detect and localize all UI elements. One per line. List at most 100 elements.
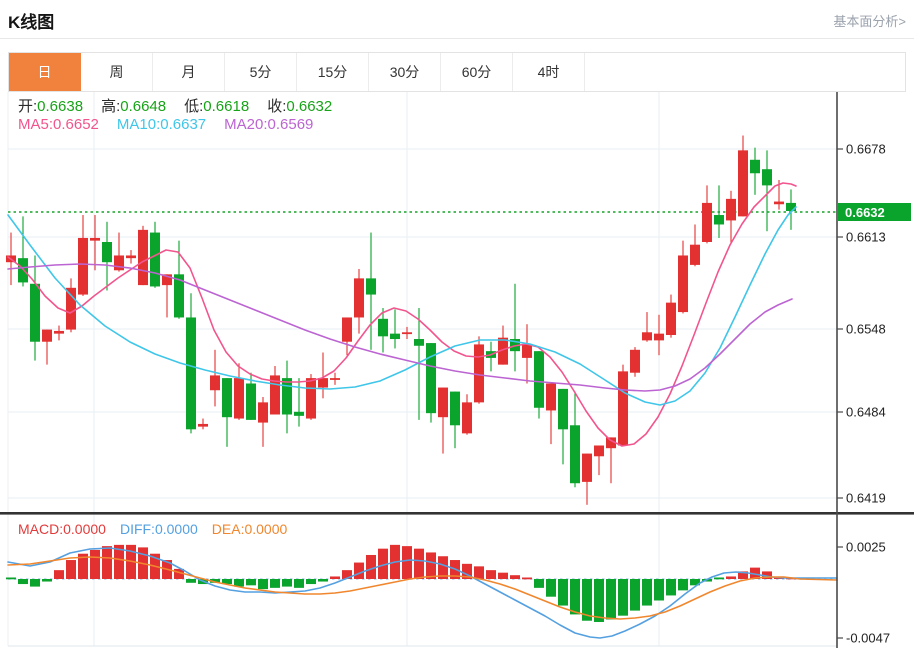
macd-bar [246, 579, 256, 586]
macd-bar [174, 568, 184, 579]
candle-body [102, 241, 112, 263]
candle-body [138, 229, 148, 286]
ma-pair: MA5:0.6652 [18, 116, 99, 133]
macd-bar [570, 579, 580, 615]
candle-body [78, 237, 88, 295]
macd-bar [750, 567, 760, 579]
candle-body [222, 378, 232, 418]
candle-body [702, 202, 712, 242]
macd-bar [222, 579, 232, 585]
panel-divider [0, 512, 914, 515]
macd-bar [18, 579, 28, 585]
candle-body [606, 437, 616, 449]
macd-readout: MACD:0.0000 DIFF:0.0000 DEA:0.0000 [18, 521, 301, 537]
candle-body [498, 337, 508, 365]
tab-week[interactable]: 周 [81, 53, 153, 91]
tab-60min[interactable]: 60分 [441, 53, 513, 91]
candle-body [198, 423, 208, 427]
macd-bar [630, 579, 640, 611]
macd-pair: MACD:0.0000 [18, 521, 106, 537]
candle-body [90, 237, 100, 241]
ohlc-readout: 开:0.6638 高:0.6648 低:0.6618 收:0.6632 [18, 95, 350, 116]
ohlc-pair: 高:0.6648 [101, 98, 167, 115]
fundamental-analysis-link[interactable]: 基本面分析> [833, 14, 906, 29]
macd-bar [558, 579, 568, 606]
ma5-line [7, 182, 797, 447]
candle-body [402, 332, 412, 335]
candle-body [474, 344, 484, 403]
tab-30min[interactable]: 30分 [369, 53, 441, 91]
candle-body [42, 329, 52, 342]
candle-body [270, 375, 280, 415]
macd-bar [462, 563, 472, 579]
macd-bar [102, 546, 112, 579]
macd-bar [666, 579, 676, 596]
interval-tab-bar[interactable]: 日周月 5分 15分 30分 60分 4时 [8, 52, 906, 92]
candle-body [570, 425, 580, 484]
macd-bar [642, 579, 652, 606]
candle-body [630, 349, 640, 373]
candle-body [114, 255, 124, 271]
macd-bar [234, 579, 244, 587]
candle-body [66, 287, 76, 330]
candle-body [150, 232, 160, 287]
candle-body [738, 150, 748, 217]
candle-body [306, 378, 316, 419]
tab-5min[interactable]: 5分 [225, 53, 297, 91]
tab-4hour[interactable]: 4时 [513, 53, 585, 91]
macd-bar [606, 579, 616, 620]
macd-bar [210, 579, 220, 583]
macd-pair: DEA:0.0000 [211, 521, 288, 537]
candle-body [558, 388, 568, 430]
candle-body [762, 169, 772, 186]
tab-month[interactable]: 月 [153, 53, 225, 91]
ma20-line [7, 263, 793, 392]
macd-bar [618, 579, 628, 616]
macd-bar [354, 562, 364, 579]
macd-bar [378, 548, 388, 579]
macd-bar [90, 549, 100, 579]
macd-bar [414, 548, 424, 579]
candle-body [534, 351, 544, 408]
page-title: K线图 [8, 13, 55, 32]
macd-bar [762, 571, 772, 579]
macd-bar [30, 579, 40, 587]
macd-bar [654, 579, 664, 601]
candle-body [666, 302, 676, 335]
macd-bar [318, 579, 328, 582]
tab-15min[interactable]: 15分 [297, 53, 369, 91]
price-tick-label: 0.6484 [846, 405, 886, 420]
candle-body [282, 378, 292, 415]
candle-body [678, 255, 688, 313]
macd-bar [438, 556, 448, 579]
tab-day[interactable]: 日 [9, 53, 81, 91]
candle-body [210, 375, 220, 391]
candle-body [438, 387, 448, 418]
candle-body [450, 391, 460, 426]
candle-body [162, 274, 172, 286]
macd-bar [546, 579, 556, 597]
candle-body [390, 333, 400, 340]
candle-body [462, 402, 472, 434]
ohlc-pair: 低:0.6618 [184, 98, 250, 115]
candle-body [618, 371, 628, 446]
macd-tick-label: 0.0025 [846, 540, 886, 555]
candle-body [246, 383, 256, 420]
macd-bar [54, 570, 64, 579]
candle-body [426, 343, 436, 414]
macd-bar [690, 579, 700, 586]
candle-body [654, 333, 664, 341]
candle-body [546, 383, 556, 411]
macd-bar [66, 560, 76, 579]
ohlc-pair: 开:0.6638 [18, 98, 84, 115]
candle-body [594, 445, 604, 457]
candle-body [522, 344, 532, 358]
candle-body [378, 318, 388, 337]
macd-bar [42, 579, 52, 582]
price-tick-label: 0.6548 [846, 322, 886, 337]
candle-body [582, 453, 592, 482]
price-tick-label: 0.6678 [846, 142, 886, 157]
macd-bar [522, 577, 532, 580]
